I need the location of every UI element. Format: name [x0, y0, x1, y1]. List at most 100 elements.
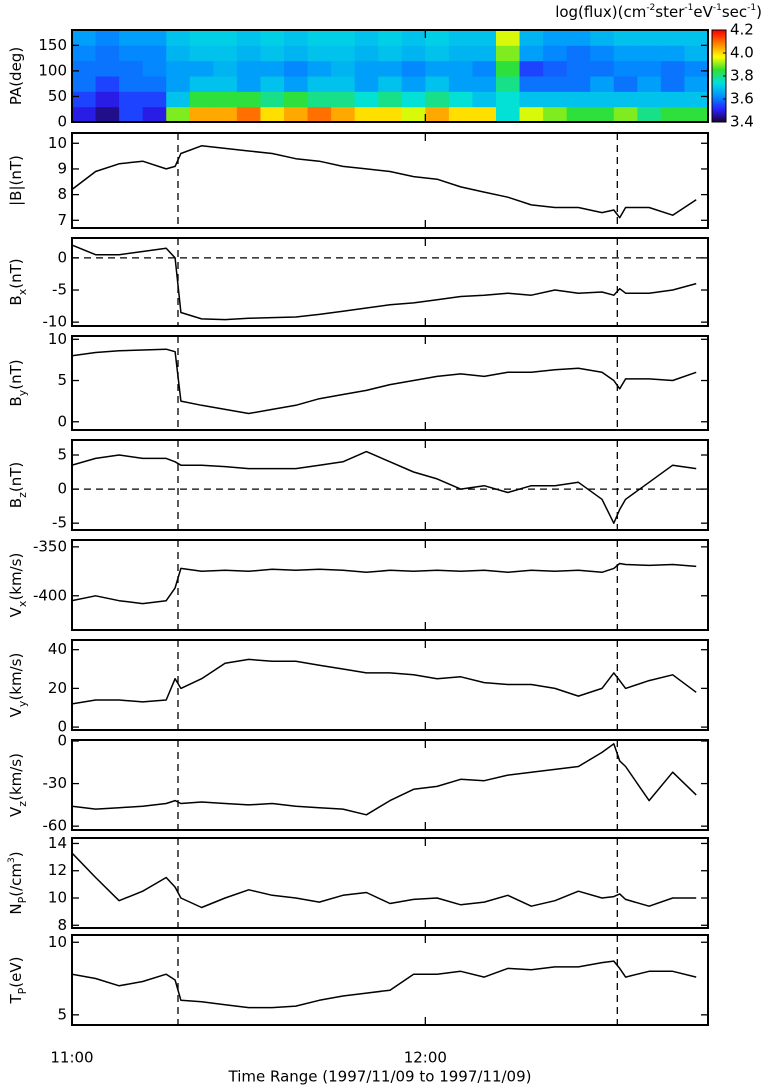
colorbar-step — [712, 52, 726, 55]
plot-area — [72, 838, 697, 928]
heat-cell — [236, 91, 261, 108]
label-part: ) — [7, 851, 25, 857]
plot-area — [72, 336, 697, 430]
colorbar-step — [712, 32, 726, 35]
colorbar-step — [712, 72, 726, 75]
heat-cell — [660, 30, 685, 46]
heat-cell — [566, 76, 591, 92]
colorbar-step — [712, 110, 726, 113]
plot-area — [72, 740, 697, 830]
label-part: log(flux)(cm — [555, 3, 646, 21]
heat-cell — [284, 45, 309, 62]
colorbar-step — [712, 118, 726, 121]
y-tick-label: 10 — [48, 933, 67, 951]
colorbar-step — [712, 40, 726, 43]
y-tick-label: 150 — [38, 36, 67, 54]
y-axis-label: TP(eV) — [7, 956, 29, 1004]
heat-cell — [660, 45, 685, 62]
heat-cell — [425, 60, 450, 77]
plot-area — [72, 238, 708, 326]
heat-cell — [307, 91, 332, 108]
heat-cell — [119, 76, 144, 92]
heat-cell — [472, 45, 497, 62]
heat-cell — [519, 45, 544, 62]
label-part: (nT) — [7, 462, 25, 492]
heat-cell — [448, 60, 473, 77]
colorbar-step — [712, 120, 726, 123]
heat-cell — [378, 91, 403, 108]
heat-cell — [72, 106, 97, 122]
heat-cell — [213, 45, 238, 62]
y-axis-label: Vx(km/s) — [7, 553, 29, 618]
label-part: B — [7, 295, 25, 305]
y-tick-label: 8 — [57, 185, 67, 203]
panel-frame — [71, 29, 709, 123]
y-axis-label: Bx(nT) — [7, 258, 29, 305]
y-tick-label: 9 — [57, 159, 67, 177]
x-tick-label: 12:00 — [404, 1049, 447, 1067]
colorbar-step — [712, 94, 726, 97]
heat-cell — [425, 76, 450, 92]
y-tick-label: -30 — [43, 774, 68, 792]
colorbar-step — [712, 38, 726, 41]
y-tick-label: 20 — [48, 679, 67, 697]
label-part: x — [16, 288, 29, 295]
heat-cell — [472, 106, 497, 122]
heat-cell — [519, 76, 544, 92]
label-part: |B|(nT) — [7, 155, 25, 206]
panel-frame — [71, 837, 709, 929]
x-axis-label: Time Range (1997/11/09 to 1997/11/09) — [228, 1068, 532, 1086]
heat-cell — [354, 106, 379, 122]
panel-frame — [71, 335, 709, 431]
label-part: (km/s) — [7, 553, 25, 601]
heat-cell — [378, 30, 403, 46]
heat-cell — [331, 91, 356, 108]
heat-cell — [590, 60, 615, 77]
heat-cell — [95, 60, 120, 77]
label-part: (/cm — [7, 863, 25, 897]
heat-cell — [448, 76, 473, 92]
heat-cell — [401, 60, 426, 77]
y-axis-label: Vy(km/s) — [7, 653, 29, 718]
heat-cell — [236, 60, 261, 77]
heat-cell — [189, 45, 214, 62]
heat-cell — [684, 91, 708, 108]
heat-cell — [119, 45, 144, 62]
label-part: eV — [693, 3, 713, 21]
colorbar-step — [712, 34, 726, 37]
heat-cell — [519, 30, 544, 46]
heat-cell — [284, 91, 309, 108]
heat-cell — [72, 91, 97, 108]
heat-cell — [260, 60, 285, 77]
heat-cell — [260, 91, 285, 108]
colorbar-step — [712, 80, 726, 83]
colorbar-step — [712, 64, 726, 67]
y-tick-label: 14 — [48, 834, 67, 852]
colorbar-step — [712, 82, 726, 85]
label-part: V — [7, 706, 25, 717]
label-part: N — [7, 903, 25, 914]
heat-cell — [684, 106, 708, 122]
heat-cell — [119, 60, 144, 77]
y-tick-label: 0 — [57, 731, 67, 749]
plot-area — [72, 30, 708, 122]
heat-cell — [166, 91, 191, 108]
heat-cell — [684, 45, 708, 62]
y-axis-label: PA(deg) — [7, 47, 25, 105]
colorbar-tick-label: 3.8 — [730, 67, 754, 85]
heat-cell — [378, 45, 403, 62]
y-tick-label: 8 — [57, 916, 67, 934]
heat-cell — [378, 106, 403, 122]
y-tick-label: -60 — [43, 817, 68, 835]
heat-cell — [590, 106, 615, 122]
heat-cell — [566, 30, 591, 46]
colorbar-step — [712, 70, 726, 73]
colorbar-step — [712, 98, 726, 101]
heat-cell — [401, 106, 426, 122]
heat-cell — [307, 60, 332, 77]
x-tick-label: 11:00 — [50, 1049, 93, 1067]
heat-cell — [543, 60, 568, 77]
y-tick-label: 7 — [57, 211, 67, 229]
heat-cell — [331, 76, 356, 92]
heat-cell — [331, 45, 356, 62]
